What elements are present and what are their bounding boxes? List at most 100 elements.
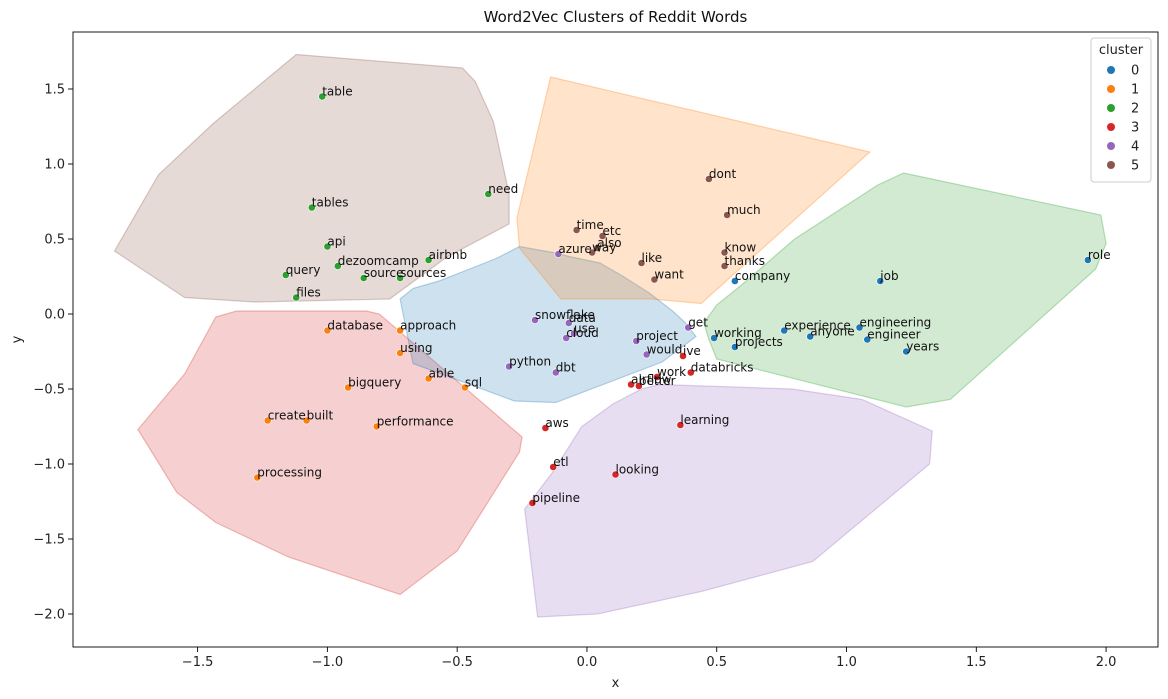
x-tick-label: −1.0	[312, 655, 344, 670]
data-point	[302, 416, 311, 425]
point-label: processing	[257, 466, 322, 480]
point-label: sql	[465, 376, 482, 390]
legend-entry-label: 1	[1131, 83, 1139, 98]
point-label: time	[577, 218, 604, 232]
point-label: job	[879, 269, 898, 283]
x-tick-label: 1.0	[836, 655, 857, 670]
point-label: database	[327, 319, 383, 333]
data-point	[281, 271, 290, 279]
legend-entry-label: 4	[1131, 140, 1139, 155]
point-label: table	[322, 85, 352, 99]
point-label: dezoomcamp	[338, 254, 419, 268]
point-label: aws	[545, 416, 568, 430]
point-label: get	[688, 316, 708, 330]
x-tick-label: −0.5	[441, 655, 473, 670]
point-label: azure	[558, 242, 591, 256]
legend-marker	[1107, 104, 1115, 112]
data-point	[642, 350, 651, 359]
x-axis-ticks: −1.5 −1.0 −0.5 0.0 0.5 1.0 1.5 2.0	[182, 647, 1117, 670]
cluster-hulls	[113, 53, 1107, 618]
data-point	[396, 349, 404, 357]
point-label: api	[327, 235, 345, 249]
data-point	[720, 262, 729, 270]
data-point	[541, 424, 550, 432]
point-label: way	[592, 241, 616, 255]
point-label: dbt	[556, 361, 576, 375]
legend-marker	[1107, 161, 1115, 169]
point-label: snowflake	[535, 308, 595, 322]
x-tick-label: 2.0	[1096, 655, 1117, 670]
data-point	[1084, 256, 1092, 264]
y-axis-ticks: 1.5 1.0 0.5 0.0 −0.5 −1.0 −1.5 −2.0	[33, 83, 73, 623]
data-point	[720, 248, 729, 257]
data-point	[588, 248, 596, 257]
data-point	[323, 242, 332, 251]
data-point	[253, 473, 262, 482]
data-point	[627, 380, 635, 389]
y-tick-label: −1.5	[33, 533, 65, 548]
point-label: etl	[553, 455, 568, 469]
data-point	[528, 499, 537, 507]
legend-entries: 0 1 2 3 4 5	[1107, 64, 1139, 174]
cluster-hull	[524, 383, 933, 618]
x-axis-label: x	[612, 676, 620, 691]
legend-entry-label: 5	[1131, 159, 1139, 174]
x-tick-label: −1.5	[182, 655, 214, 670]
data-point	[684, 323, 693, 332]
point-label: airbnb	[429, 248, 467, 262]
point-label: python	[509, 355, 551, 369]
data-point	[484, 190, 493, 198]
point-label: project	[636, 329, 678, 343]
point-label: learning	[680, 413, 729, 427]
data-point	[318, 92, 327, 101]
point-label: sources	[400, 266, 446, 280]
point-label: thanks	[725, 254, 765, 268]
point-label: data	[569, 311, 596, 325]
point-label: use	[574, 322, 595, 336]
point-label: built	[307, 409, 334, 423]
data-point	[344, 383, 352, 392]
y-tick-label: 1.0	[44, 158, 65, 173]
point-label: better	[639, 374, 676, 388]
data-point	[611, 470, 620, 479]
data-point	[372, 422, 381, 431]
point-label: working	[714, 326, 762, 340]
legend-box	[1090, 37, 1152, 183]
cluster-hull	[399, 245, 697, 404]
data-point	[637, 259, 646, 267]
point-label: query	[286, 263, 321, 277]
data-point	[653, 373, 661, 381]
data-point	[863, 335, 872, 344]
data-point	[572, 226, 581, 234]
data-point	[307, 203, 316, 212]
point-label: using	[400, 341, 432, 355]
data-point	[551, 368, 560, 377]
point-label: need	[488, 182, 518, 196]
point-label: able	[429, 367, 455, 381]
data-point	[676, 421, 685, 429]
data-point	[598, 232, 607, 240]
point-label: performance	[377, 415, 454, 429]
data-point	[460, 383, 469, 392]
scatter-points	[253, 92, 1092, 507]
point-label: cloud	[566, 326, 599, 340]
chart-title: Word2Vec Clusters of Reddit Words	[484, 8, 748, 26]
plot-frame	[72, 31, 1159, 648]
y-tick-label: 0.5	[44, 233, 65, 248]
point-label: pipeline	[532, 491, 580, 505]
data-point	[635, 382, 643, 390]
legend-marker	[1107, 142, 1115, 150]
cluster-hull	[703, 172, 1107, 408]
y-axis-label: y	[10, 335, 25, 343]
data-point	[505, 362, 513, 371]
data-point	[686, 368, 695, 377]
data-point	[424, 374, 433, 383]
legend-entry-label: 3	[1131, 121, 1139, 136]
data-point	[650, 275, 659, 284]
data-point	[396, 274, 404, 282]
point-label: engineering	[860, 316, 932, 330]
point-label: like	[642, 251, 663, 265]
